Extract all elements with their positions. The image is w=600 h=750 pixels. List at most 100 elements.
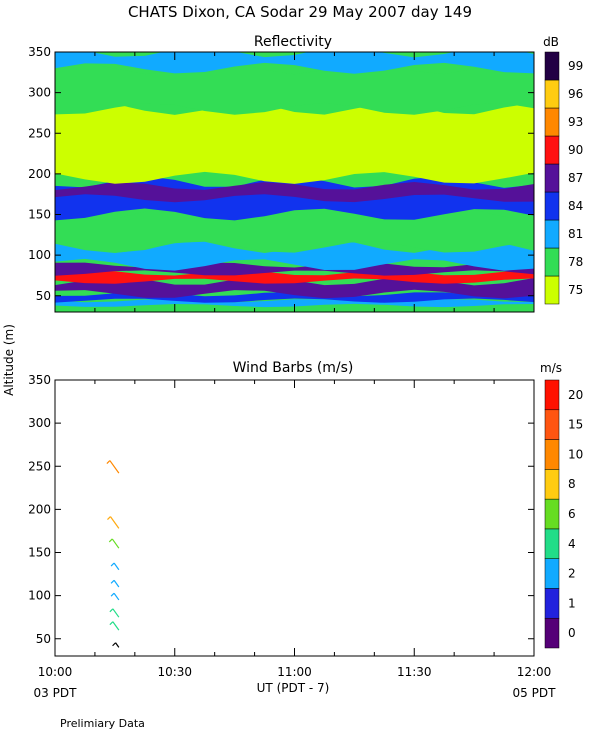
colorbar-label: 78 <box>568 255 583 269</box>
colorbar-label: 99 <box>568 59 583 73</box>
colorbar-label: 96 <box>568 87 583 101</box>
colorbar-label: 2 <box>568 567 576 581</box>
wind-barb-shaft <box>115 642 120 648</box>
colorbar-label: 0 <box>568 626 576 640</box>
colorbar-label: 1 <box>568 596 576 610</box>
wind-barb-shaft <box>109 516 120 529</box>
x-tick-label: 11:00 <box>277 665 312 679</box>
reflectivity-layer <box>55 62 534 115</box>
y-tick-label: 300 <box>28 416 51 430</box>
wind-barb-flag <box>112 642 116 647</box>
y-tick-label: 250 <box>28 459 51 473</box>
wind-barb <box>109 608 120 618</box>
wind-barb <box>106 460 120 474</box>
wind-barb-flag <box>110 592 115 597</box>
x-tick-label: 10:00 <box>38 665 73 679</box>
wind-barb <box>109 621 120 631</box>
wind-barb-shaft <box>113 592 120 601</box>
wind-barb-flag <box>106 460 111 464</box>
wind-barb <box>107 516 120 529</box>
y-tick-label: 300 <box>28 86 51 100</box>
wind-barb-flag <box>109 621 114 626</box>
wind-barbs-axes: 50 100 150 200 250 300 350 10:00 10:30 11:00 11:30… <box>28 373 551 679</box>
reflectivity-plot <box>55 52 534 312</box>
left-local-time: 03 PDT <box>34 686 78 700</box>
wind-barb-shaft <box>113 579 120 588</box>
wind-barb <box>108 538 120 549</box>
colorbar-label: 90 <box>568 143 583 157</box>
colorbar-swatch <box>544 79 560 109</box>
colorbar-label: 75 <box>568 283 583 297</box>
colorbar-label: 81 <box>568 227 583 241</box>
y-tick-label: 350 <box>28 45 51 59</box>
wind-barb <box>110 592 120 601</box>
y-tick-label: 250 <box>28 126 51 140</box>
reflectivity-layer <box>55 182 534 203</box>
figure-title: CHATS Dixon, CA Sodar 29 May 2007 day 14… <box>128 3 472 21</box>
x-tick-label: 12:00 <box>517 665 552 679</box>
reflectivity-layer <box>55 276 534 299</box>
y-tick-label: 150 <box>28 546 51 560</box>
colorbar-swatch <box>544 617 560 649</box>
colorbar-swatch <box>544 191 560 221</box>
colorbar-swatch <box>544 275 560 305</box>
colorbar-label: 93 <box>568 115 583 129</box>
wind-barb-shaft <box>112 621 120 631</box>
y-tick-label: 100 <box>28 248 51 262</box>
colorbar-swatch <box>544 219 560 249</box>
colorbar-label: 87 <box>568 171 583 185</box>
wind-barb-flag <box>110 579 115 584</box>
colorbar-swatch <box>544 409 560 440</box>
wind-barb-flag <box>109 608 114 613</box>
wind-barb-flag <box>107 516 111 521</box>
wind-barb-shaft <box>109 460 120 474</box>
wind-barb <box>110 562 120 571</box>
right-local-time: 05 PDT <box>513 686 557 700</box>
colorbar-label: 20 <box>568 388 583 402</box>
y-tick-label: 150 <box>28 208 51 222</box>
reflectivity-layer <box>55 241 534 271</box>
wind-barb-shaft <box>112 608 120 618</box>
wind-colorbar: 0 1 2 4 6 8 10 15 20 <box>544 379 583 649</box>
colorbar-swatch <box>544 107 560 137</box>
colorbar-swatch <box>544 469 560 500</box>
colorbar-label: 15 <box>568 418 583 432</box>
colorbar-label: 4 <box>568 537 576 551</box>
colorbar-label: 10 <box>568 447 583 461</box>
colorbar-swatch <box>544 379 560 411</box>
reflectivity-colorbar-unit: dB <box>543 35 559 49</box>
wind-barb <box>110 579 120 588</box>
colorbar-swatch <box>544 498 560 530</box>
wind-barb-shaft <box>113 562 120 571</box>
wind-barb-flag <box>110 562 115 567</box>
reflectivity-colorbar: 75 78 81 84 87 90 93 96 99 <box>544 51 583 305</box>
colorbar-swatch <box>544 588 560 619</box>
colorbar-swatch <box>544 51 560 81</box>
y-tick-label: 200 <box>28 167 51 181</box>
plot-frame <box>54 379 535 657</box>
wind-barb-flag <box>108 538 113 543</box>
colorbar-label: 84 <box>568 199 583 213</box>
footnote: Prelimiary Data <box>60 717 145 730</box>
reflectivity-title: Reflectivity <box>254 34 332 50</box>
y-axis-label: Altitude (m) <box>2 324 16 396</box>
y-tick-label: 50 <box>36 289 51 303</box>
y-tick-label: 50 <box>36 632 51 646</box>
wind-barbs-title: Wind Barbs (m/s) <box>233 360 354 376</box>
colorbar-swatch <box>544 247 560 277</box>
x-axis-label: UT (PDT - 7) <box>257 681 330 695</box>
colorbar-swatch <box>544 135 560 165</box>
wind-barbs-plot <box>106 460 120 648</box>
wind-barb-shaft <box>111 538 120 549</box>
y-tick-label: 350 <box>28 373 51 387</box>
reflectivity-field <box>55 52 534 312</box>
colorbar-label: 8 <box>568 477 576 491</box>
y-tick-label: 100 <box>28 589 51 603</box>
wind-barb <box>112 642 120 648</box>
x-tick-label: 10:30 <box>157 665 192 679</box>
colorbar-swatch <box>544 558 560 589</box>
x-tick-label: 11:30 <box>397 665 432 679</box>
colorbar-swatch <box>544 439 560 470</box>
reflectivity-axes: 50 100 150 200 250 300 350 <box>28 45 535 313</box>
